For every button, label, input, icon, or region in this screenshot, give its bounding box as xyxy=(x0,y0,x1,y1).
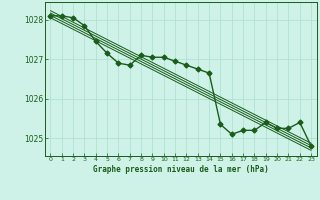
X-axis label: Graphe pression niveau de la mer (hPa): Graphe pression niveau de la mer (hPa) xyxy=(93,165,269,174)
